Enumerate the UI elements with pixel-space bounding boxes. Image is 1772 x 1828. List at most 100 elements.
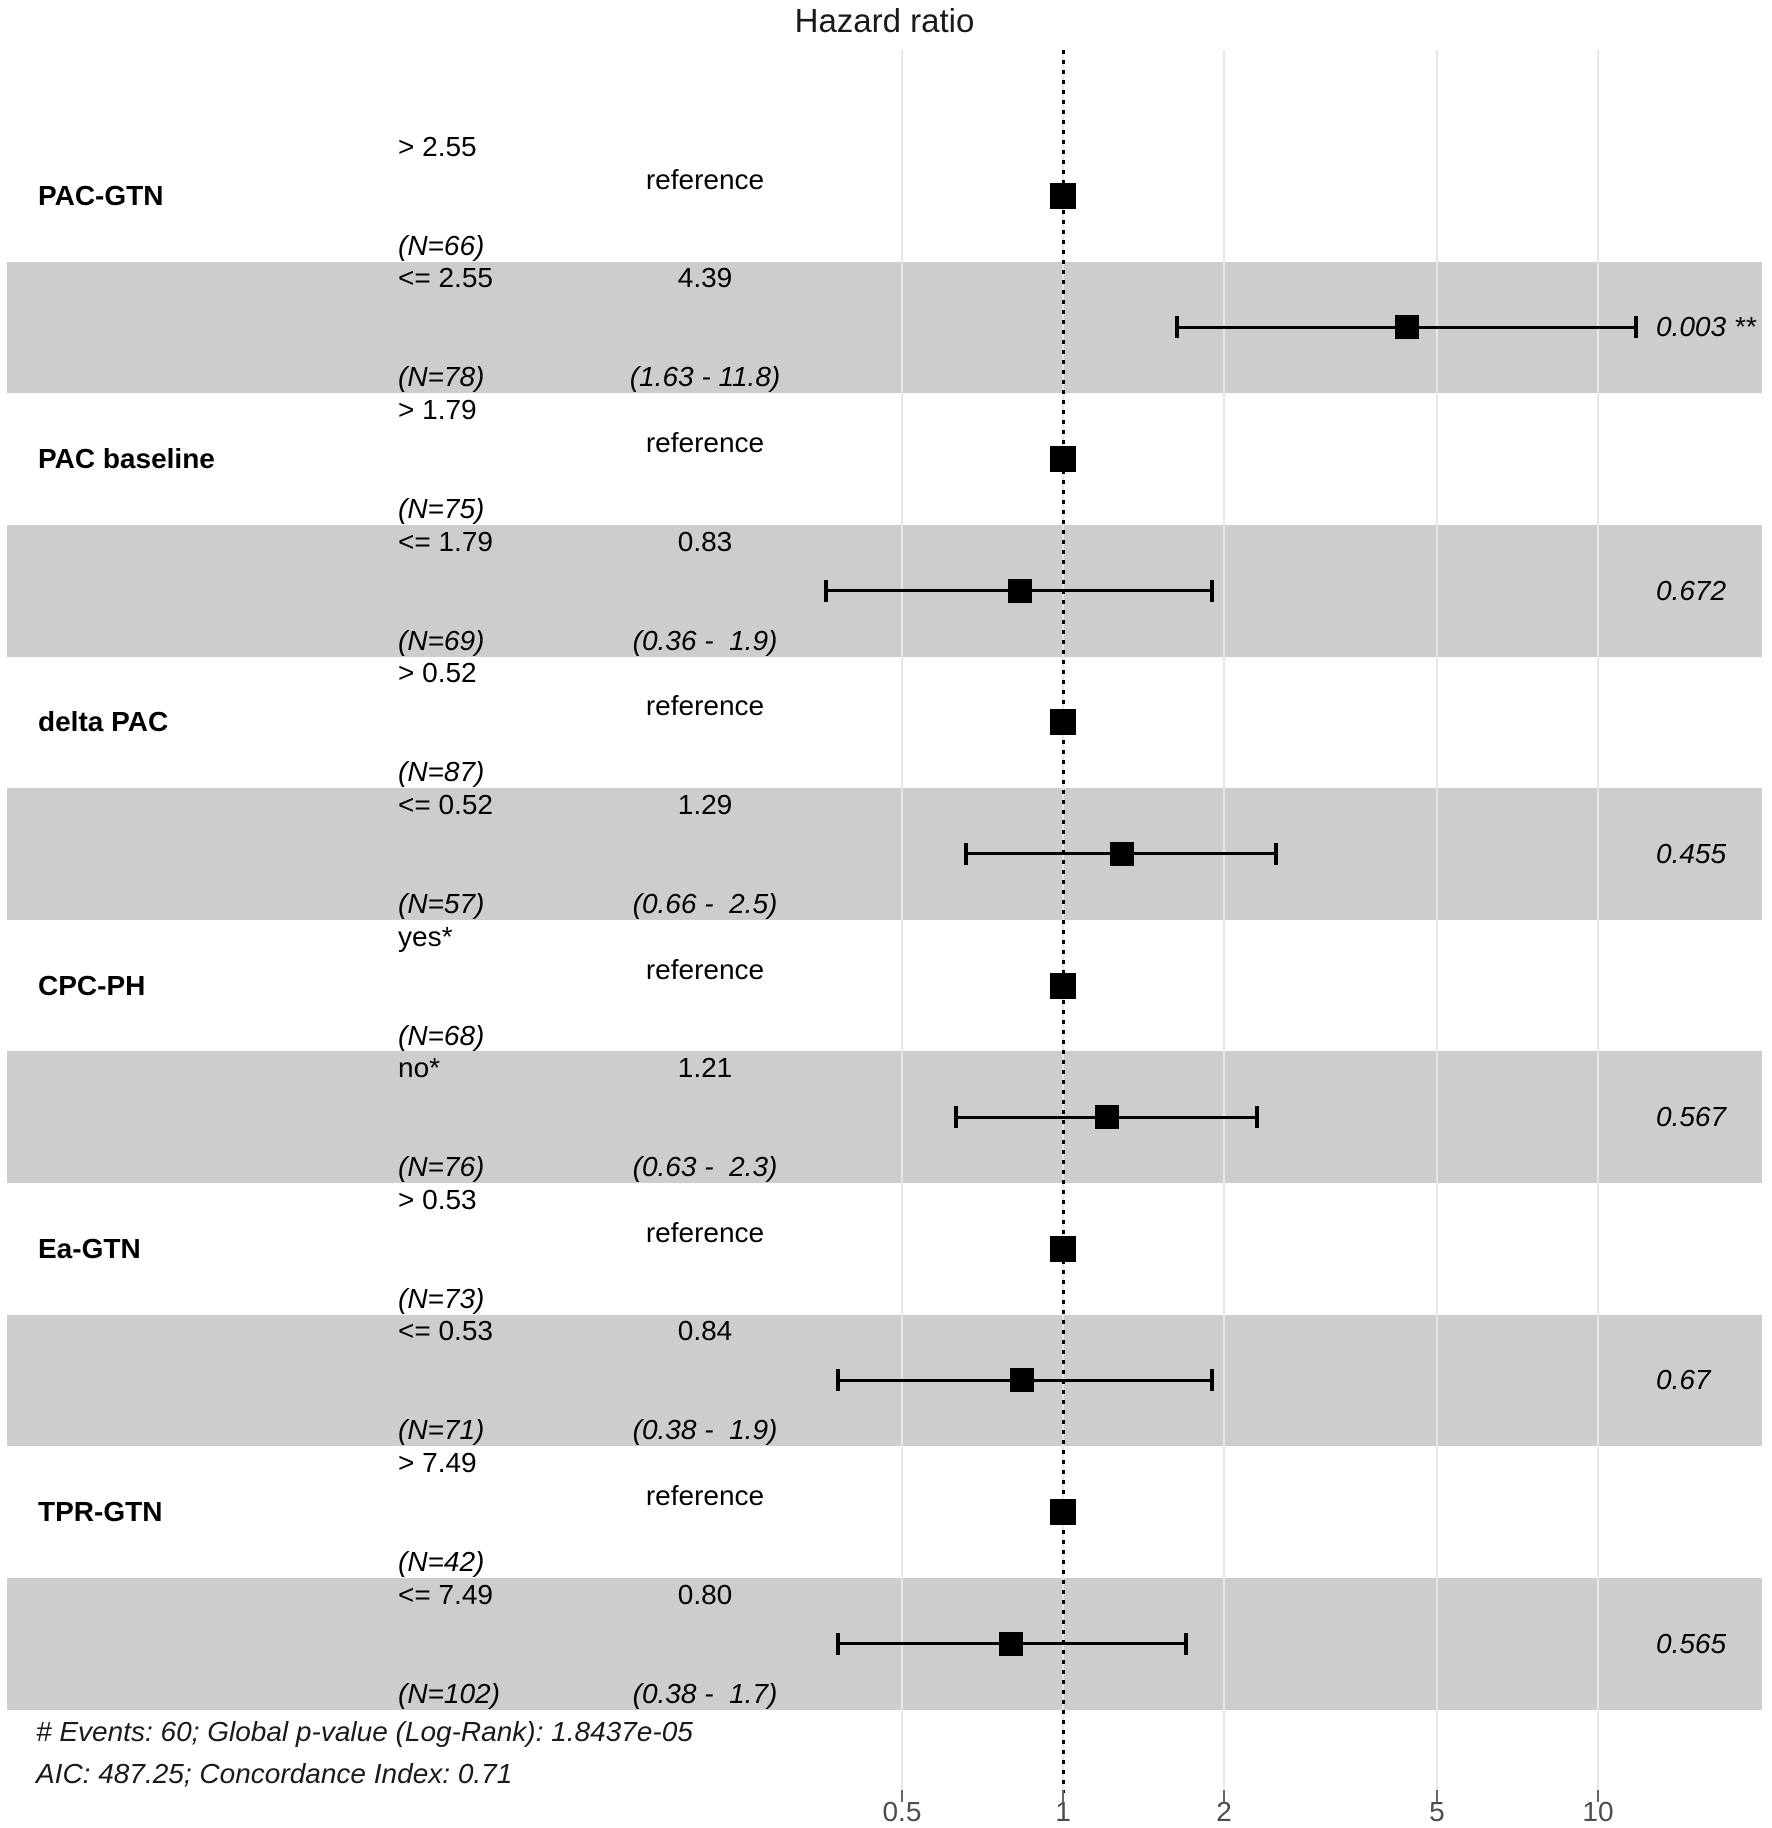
subgroup-n: (N=68)	[398, 1019, 485, 1051]
hr-marker	[1050, 709, 1076, 736]
estimate-value: reference	[645, 1480, 765, 1512]
estimate-ci: (0.36 - 1.9)	[632, 624, 778, 656]
axis-tick-label: 2	[1216, 1796, 1232, 1827]
subgroup-cell: <= 0.53 (N=71)	[398, 1248, 493, 1512]
subgroup-n: (N=66)	[398, 229, 485, 261]
subgroup-cell: <= 1.79 (N=69)	[398, 459, 493, 723]
forest-row: <= 7.49 (N=102) 0.80 (0.38 - 1.7) 0.565	[0, 1578, 1772, 1710]
subgroup-n: (N=57)	[398, 887, 485, 919]
subgroup-n: (N=69)	[398, 624, 485, 656]
forest-row: PAC-GTN > 2.55 (N=66) reference	[0, 130, 1772, 262]
ci-cap-low	[836, 1632, 841, 1655]
estimate-ci: (0.66 - 2.5)	[632, 887, 778, 919]
ci-cap-low	[836, 1369, 841, 1392]
subgroup-n: (N=42)	[398, 1546, 485, 1578]
estimate-ci: (0.63 - 2.3)	[632, 1151, 778, 1183]
forest-row: TPR-GTN > 7.49 (N=42) reference	[0, 1446, 1772, 1578]
axis-tick	[900, 1790, 903, 1802]
subgroup-label: <= 7.49	[398, 1578, 493, 1610]
estimate-value: 0.80	[677, 1578, 733, 1610]
estimate-value: reference	[645, 953, 765, 985]
axis-tick	[1597, 1790, 1599, 1802]
estimate-cell: 0.83 (0.36 - 1.9)	[540, 459, 870, 723]
estimate-value: 0.84	[677, 1315, 733, 1347]
ci-cap-low	[1174, 316, 1179, 339]
ci-cap-high	[1634, 316, 1639, 339]
axis-tick	[1435, 1790, 1438, 1802]
subgroup-label: > 2.55	[398, 130, 477, 162]
subgroup-cell: <= 7.49 (N=102)	[398, 1512, 500, 1776]
aic-concordance-note: AIC: 487.25; Concordance Index: 0.71	[36, 1758, 513, 1789]
estimate-value: 1.29	[677, 788, 733, 820]
estimate-value: reference	[645, 1216, 765, 1248]
estimate-cell: reference	[540, 97, 870, 295]
subgroup-n: (N=71)	[398, 1414, 485, 1446]
forest-row: <= 0.52 (N=57) 1.29 (0.66 - 2.5) 0.455	[0, 788, 1772, 920]
subgroup-label: > 0.52	[398, 657, 477, 689]
subgroup-cell: > 2.55 (N=66)	[398, 64, 484, 328]
estimate-value: reference	[645, 690, 765, 722]
axis-tick	[1223, 1790, 1226, 1802]
forest-row: PAC baseline > 1.79 (N=75) reference	[0, 393, 1772, 525]
estimate-cell: reference	[540, 1150, 870, 1348]
events-global-pvalue-note: # Events: 60; Global p-value (Log-Rank):…	[36, 1716, 693, 1747]
hr-marker	[1010, 1368, 1035, 1393]
reference-line	[1061, 50, 1065, 1793]
hr-marker	[1394, 315, 1419, 340]
hr-marker	[1050, 972, 1076, 999]
hr-marker	[1050, 182, 1076, 209]
subgroup-label: yes*	[398, 920, 453, 952]
estimate-value: 1.21	[677, 1052, 733, 1084]
subgroup-cell: <= 0.52 (N=57)	[398, 722, 493, 986]
estimate-ci: (0.38 - 1.9)	[632, 1414, 778, 1446]
forest-row: no* (N=76) 1.21 (0.63 - 2.3) 0.567	[0, 1051, 1772, 1183]
subgroup-cell: no* (N=76)	[398, 985, 484, 1249]
row-band	[7, 788, 1762, 920]
ci-cap-high	[1273, 842, 1278, 865]
ci-cap-low	[964, 842, 969, 865]
estimate-cell: reference	[540, 1413, 870, 1611]
row-band	[7, 1051, 1762, 1184]
variable-label: delta PAC	[38, 706, 169, 738]
p-value: 0.567	[1656, 1101, 1727, 1133]
variable-label: Ea-GTN	[38, 1232, 141, 1264]
subgroup-n: (N=87)	[398, 756, 485, 788]
subgroup-label: <= 0.53	[398, 1315, 493, 1347]
forest-row: <= 2.55 (N=78) 4.39 (1.63 - 11.8) 0.003 …	[0, 262, 1772, 394]
subgroup-cell: > 0.53 (N=73)	[398, 1117, 484, 1381]
estimate-value: reference	[645, 163, 765, 195]
ci-cap-high	[1184, 1632, 1189, 1655]
estimate-cell: 4.39 (1.63 - 11.8)	[540, 195, 870, 459]
gridline	[1223, 50, 1226, 1790]
hr-marker	[999, 1631, 1024, 1656]
p-value: 0.003 **	[1656, 311, 1756, 343]
estimate-value: reference	[645, 427, 765, 459]
estimate-ci: (1.63 - 11.8)	[629, 361, 781, 393]
subgroup-label: <= 0.52	[398, 788, 493, 820]
hr-marker	[1050, 1235, 1076, 1262]
subgroup-cell: > 0.52 (N=87)	[398, 590, 484, 854]
forest-row: CPC-PH yes* (N=68) reference	[0, 920, 1772, 1052]
chart-title: Hazard ratio	[794, 2, 975, 39]
subgroup-label: > 1.79	[398, 394, 477, 426]
p-value: 0.672	[1656, 574, 1727, 606]
subgroup-label: no*	[398, 1052, 441, 1084]
hr-marker	[1050, 446, 1076, 473]
p-value: 0.67	[1656, 1364, 1711, 1396]
ci-cap-low	[953, 1106, 958, 1129]
p-value: 0.455	[1656, 837, 1727, 869]
ci-cap-high	[1210, 1369, 1215, 1392]
estimate-cell: 1.21 (0.63 - 2.3)	[540, 985, 870, 1249]
estimate-cell: reference	[540, 623, 870, 821]
subgroup-label: <= 2.55	[398, 262, 493, 294]
gridline	[1597, 50, 1599, 1790]
estimate-value: 0.83	[677, 525, 733, 557]
forest-row: <= 1.79 (N=69) 0.83 (0.36 - 1.9) 0.672	[0, 525, 1772, 657]
subgroup-label: > 0.53	[398, 1183, 477, 1215]
axis-tick-label: 5	[1429, 1796, 1445, 1827]
estimate-cell: 0.80 (0.38 - 1.7)	[540, 1512, 870, 1776]
variable-label: CPC-PH	[38, 969, 146, 1001]
